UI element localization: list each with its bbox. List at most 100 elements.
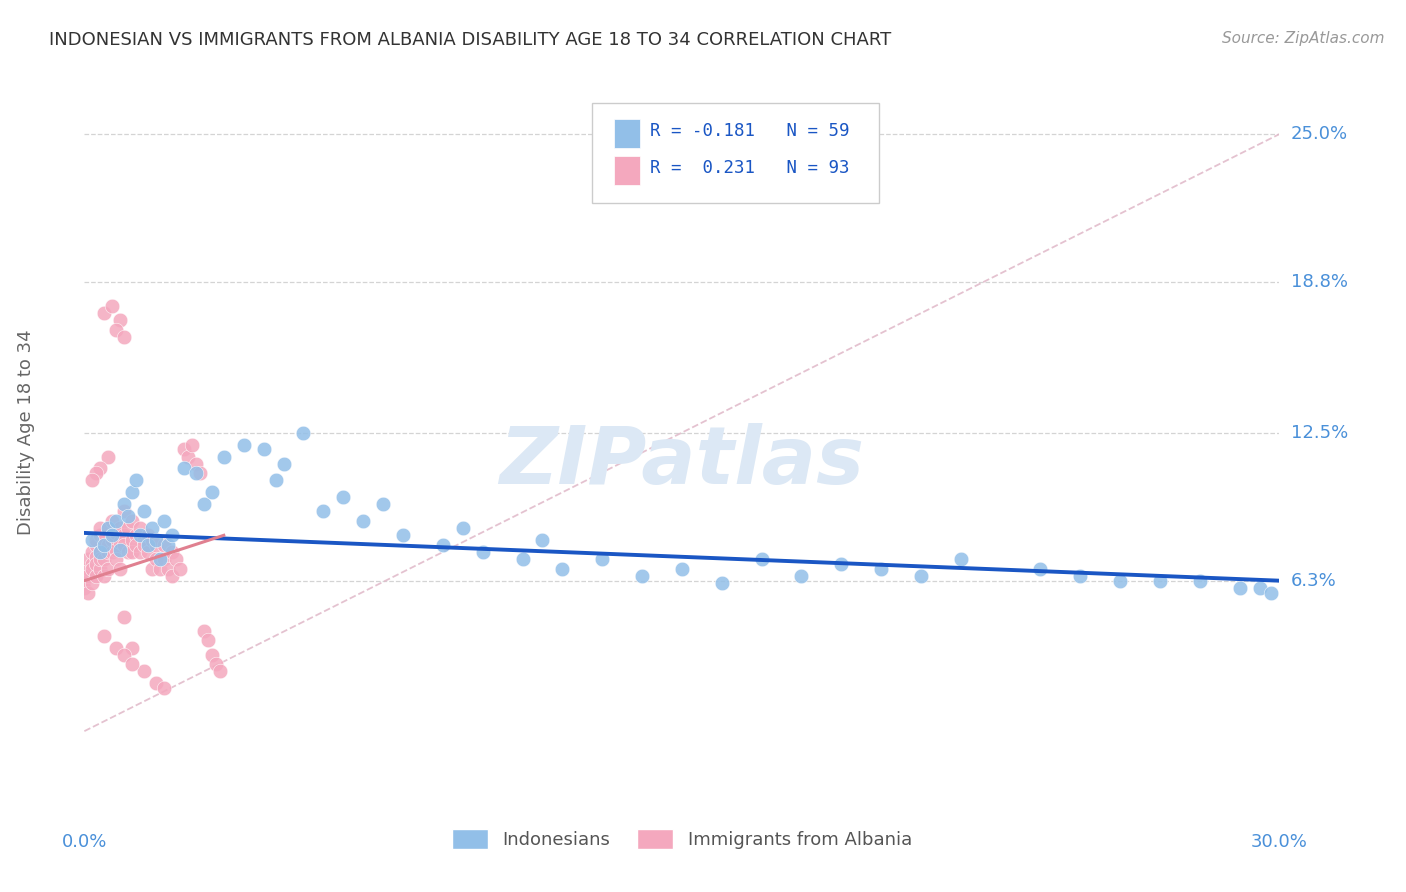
Point [93, 569, 115, 583]
Point [73, 581, 96, 595]
Point [117, 545, 139, 559]
Point [89, 528, 111, 542]
Text: R =  0.231   N = 93: R = 0.231 N = 93 [650, 160, 849, 178]
Point [129, 521, 152, 535]
Point [392, 528, 415, 542]
Point [870, 562, 893, 576]
Point [93, 533, 115, 547]
Point [157, 562, 180, 576]
Point [512, 552, 534, 566]
Point [292, 425, 315, 440]
Point [173, 442, 195, 457]
Point [253, 442, 276, 457]
Point [110, 521, 132, 535]
Point [710, 576, 733, 591]
Point [86, 549, 108, 564]
Point [184, 457, 207, 471]
Point [188, 467, 211, 481]
Point [93, 629, 115, 643]
Point [193, 497, 215, 511]
Point [117, 521, 139, 535]
Point [949, 552, 972, 566]
Point [177, 450, 200, 464]
Point [471, 545, 494, 559]
Point [312, 504, 335, 518]
Point [82, 562, 104, 576]
Point [82, 474, 104, 488]
Point [153, 681, 176, 695]
Point [149, 562, 172, 576]
Point [82, 576, 104, 591]
Point [129, 528, 152, 542]
Point [105, 640, 128, 655]
Point [157, 538, 180, 552]
Point [153, 514, 176, 528]
Point [751, 552, 773, 566]
Point [201, 648, 224, 662]
Point [125, 538, 148, 552]
Point [77, 562, 100, 576]
Point [232, 437, 254, 451]
Point [205, 657, 228, 672]
Text: R = -0.181   N = 59: R = -0.181 N = 59 [650, 122, 849, 140]
Point [145, 533, 167, 547]
Point [1069, 569, 1091, 583]
Point [1188, 574, 1211, 588]
Legend: Indonesians, Immigrants from Albania: Indonesians, Immigrants from Albania [444, 822, 920, 856]
Point [149, 552, 172, 566]
Point [153, 538, 176, 552]
Point [86, 538, 108, 552]
Point [105, 525, 128, 540]
Point [451, 521, 474, 535]
Point [121, 533, 143, 547]
Text: Disability Age 18 to 34: Disability Age 18 to 34 [17, 330, 35, 535]
Point [89, 521, 111, 535]
Point [121, 485, 143, 500]
Text: 18.8%: 18.8% [1291, 273, 1347, 291]
Point [169, 562, 191, 576]
Point [125, 528, 148, 542]
Point [101, 514, 124, 528]
Point [121, 640, 143, 655]
Point [591, 552, 613, 566]
Point [112, 528, 135, 542]
Point [112, 609, 135, 624]
Text: 30.0%: 30.0% [1251, 833, 1308, 851]
Point [86, 557, 108, 571]
Point [145, 676, 167, 690]
Point [97, 545, 120, 559]
Point [86, 467, 108, 481]
Point [110, 562, 132, 576]
Point [97, 521, 120, 535]
Point [165, 552, 187, 566]
Point [145, 552, 167, 566]
Point [89, 461, 111, 475]
Point [212, 450, 235, 464]
Point [373, 497, 395, 511]
Point [201, 485, 224, 500]
Point [112, 538, 135, 552]
Point [110, 542, 132, 557]
Point [132, 538, 156, 552]
Point [153, 552, 176, 566]
Point [121, 514, 143, 528]
Point [160, 569, 183, 583]
Point [332, 490, 354, 504]
Point [112, 330, 135, 344]
Point [110, 535, 132, 549]
Point [160, 528, 183, 542]
Point [101, 545, 124, 559]
Point [93, 306, 115, 320]
Point [112, 504, 135, 518]
Point [145, 538, 167, 552]
Point [97, 538, 120, 552]
Point [1149, 574, 1171, 588]
Point [121, 657, 143, 672]
Point [136, 538, 159, 552]
Point [97, 521, 120, 535]
Point [273, 457, 295, 471]
Point [141, 533, 163, 547]
Point [830, 557, 852, 571]
Point [93, 538, 115, 552]
Point [129, 545, 152, 559]
